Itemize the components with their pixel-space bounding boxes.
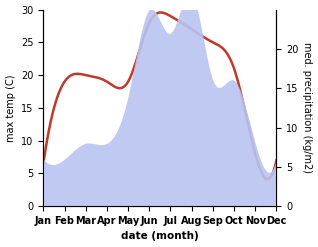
Y-axis label: med. precipitation (kg/m2): med. precipitation (kg/m2)	[302, 42, 313, 173]
X-axis label: date (month): date (month)	[121, 231, 199, 242]
Y-axis label: max temp (C): max temp (C)	[5, 74, 16, 142]
